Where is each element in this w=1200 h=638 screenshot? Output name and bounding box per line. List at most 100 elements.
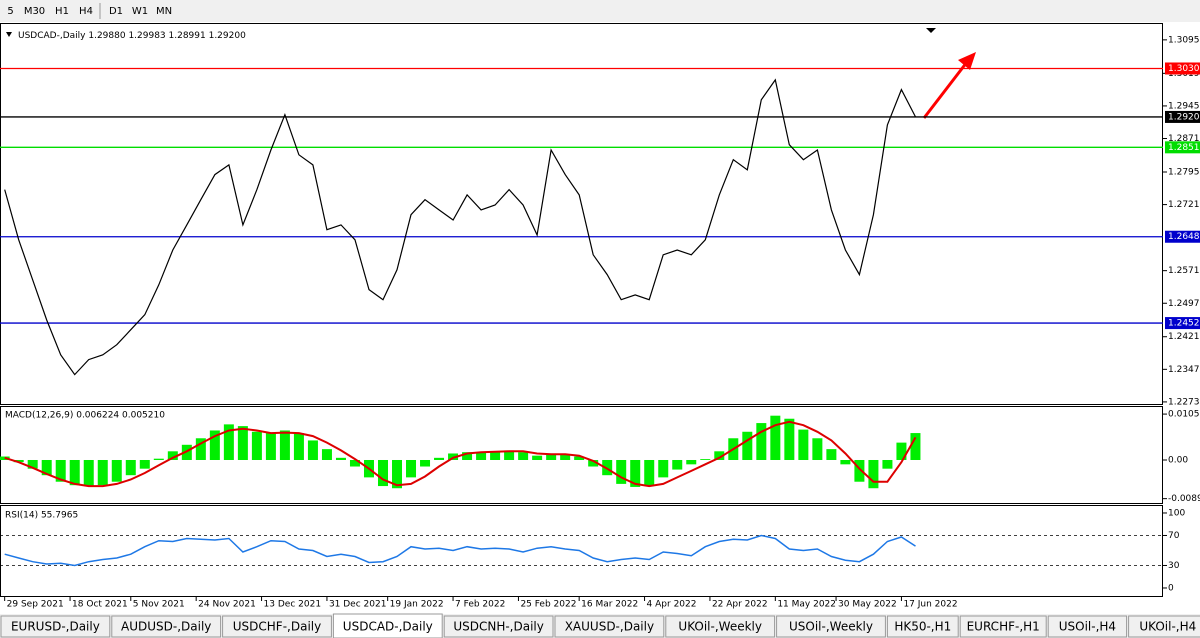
macd-bar <box>377 459 388 487</box>
tab-label[interactable]: UKOil-,Weekly <box>678 620 762 634</box>
x-tick-label: 7 Feb 2022 <box>455 600 505 610</box>
level-tag <box>1165 62 1200 75</box>
y-tick-label: 0.00 <box>1168 455 1188 465</box>
macd-bar <box>251 431 262 460</box>
y-tick-label: 1.28710 <box>1168 134 1200 144</box>
tab-label[interactable]: XAUUSD-,Daily <box>565 620 654 634</box>
title-marker <box>6 32 12 37</box>
y-tick-label: 1.25710 <box>1168 266 1200 276</box>
macd-bar <box>588 459 599 467</box>
main-pane <box>0 23 1163 405</box>
macd-bar <box>630 459 641 487</box>
macd-bar <box>349 459 360 467</box>
macd-bar <box>321 449 332 460</box>
macd-bar <box>546 453 557 460</box>
macd-bar <box>840 459 851 465</box>
macd-bar <box>69 459 80 486</box>
macd-bar <box>265 433 276 460</box>
timeframe-button[interactable]: M30 <box>24 6 45 17</box>
x-tick-label: 25 Feb 2022 <box>520 600 576 610</box>
macd-bar <box>616 459 627 484</box>
x-tick-label: 5 Nov 2021 <box>133 600 185 610</box>
tab-label[interactable]: USOil-,Weekly <box>789 620 873 634</box>
macd-bar <box>223 424 234 460</box>
tab[interactable] <box>443 615 554 638</box>
active-tab[interactable] <box>332 613 443 638</box>
y-tick-label: 1.23470 <box>1168 365 1200 375</box>
macd-bar <box>392 459 403 489</box>
y-tick-label: 1.29450 <box>1168 101 1200 111</box>
macd-bar <box>714 451 725 460</box>
level-tag-label: 1.3030 <box>1168 64 1200 74</box>
tab-label[interactable]: UKOil-,H4 <box>1139 620 1196 634</box>
macd-bar <box>490 451 501 460</box>
tab[interactable] <box>554 615 665 638</box>
timeframe-button[interactable]: 5 <box>7 6 13 17</box>
tab-label[interactable]: USDCNH-,Daily <box>453 620 544 634</box>
macd-bar <box>812 438 823 460</box>
macd-bar <box>742 431 753 460</box>
macd-bar <box>882 459 893 469</box>
y-tick-label: 70 <box>1168 531 1180 541</box>
y-tick-label: 100 <box>1168 508 1185 518</box>
macd-bar <box>420 459 431 467</box>
tab-label[interactable]: EURUSD-,Daily <box>11 620 100 634</box>
tab-label[interactable]: EURCHF-,H1 <box>967 620 1040 634</box>
y-tick-label: 0.01057 <box>1168 410 1200 420</box>
tab[interactable] <box>111 615 222 638</box>
y-tick-label: 1.27210 <box>1168 200 1200 210</box>
tab[interactable] <box>1047 615 1128 638</box>
macd-bar <box>854 459 865 482</box>
tab[interactable] <box>959 615 1047 638</box>
tab-label[interactable]: HK50-,H1 <box>894 620 951 634</box>
tab-label[interactable]: USDCHF-,Daily <box>233 620 321 634</box>
tab-label[interactable]: USOil-,H4 <box>1059 620 1116 634</box>
macd-bar <box>181 444 192 460</box>
macd-bar <box>237 426 248 460</box>
tab[interactable] <box>222 615 332 638</box>
x-tick-label: 22 Apr 2022 <box>712 600 768 610</box>
level-tag-label: 1.2452 <box>1168 319 1200 329</box>
tab-label[interactable]: USDCAD-,Daily <box>343 620 433 634</box>
tab[interactable] <box>0 615 111 638</box>
macd-bar <box>560 454 571 460</box>
macd-pane <box>0 406 1163 504</box>
macd-bar <box>125 459 136 476</box>
macd-bar <box>910 433 921 460</box>
main-title: USDCAD-,Daily 1.29880 1.29983 1.28991 1.… <box>18 31 246 41</box>
macd-title: MACD(12,26,9) 0.006224 0.005210 <box>5 411 165 421</box>
macd-bar <box>532 455 543 460</box>
macd-bar <box>770 415 781 460</box>
level-tag <box>1165 110 1200 123</box>
level-tag-label: 1.2851 <box>1168 143 1200 153</box>
macd-bar <box>644 459 655 487</box>
macd-bar <box>434 457 445 460</box>
timeframe-button[interactable]: D1 <box>109 6 123 17</box>
tab[interactable] <box>886 615 959 638</box>
symbol: USDCAD-,Daily <box>18 31 86 41</box>
signal-line <box>4 420 917 488</box>
macd-bar <box>139 459 150 469</box>
timeframe-button[interactable]: MN <box>156 6 172 17</box>
macd-bar <box>518 452 529 460</box>
macd-bar <box>826 449 837 460</box>
macd-bar <box>672 459 683 470</box>
tab[interactable] <box>776 615 886 638</box>
tab[interactable] <box>665 615 776 638</box>
y-tick-label: 30 <box>1168 561 1180 571</box>
level-tag <box>1165 230 1200 243</box>
timeframe-button[interactable]: W1 <box>132 6 148 17</box>
macd-bar <box>111 459 122 482</box>
timeframe-button[interactable]: H1 <box>55 6 69 17</box>
tab[interactable] <box>1128 615 1200 638</box>
level-tag-label: 1.2920 <box>1168 112 1200 122</box>
tab-label[interactable]: AUDUSD-,Daily <box>121 620 211 634</box>
timeframe-button[interactable]: H4 <box>79 6 93 17</box>
x-tick-label: 18 Oct 2021 <box>72 600 128 610</box>
y-tick-label: 1.30950 <box>1168 35 1200 45</box>
macd-bar <box>448 453 459 460</box>
y-tick-label: 1.24210 <box>1168 332 1200 342</box>
y-tick-label: -0.0089 <box>1168 494 1200 504</box>
macd-bar <box>27 459 38 469</box>
